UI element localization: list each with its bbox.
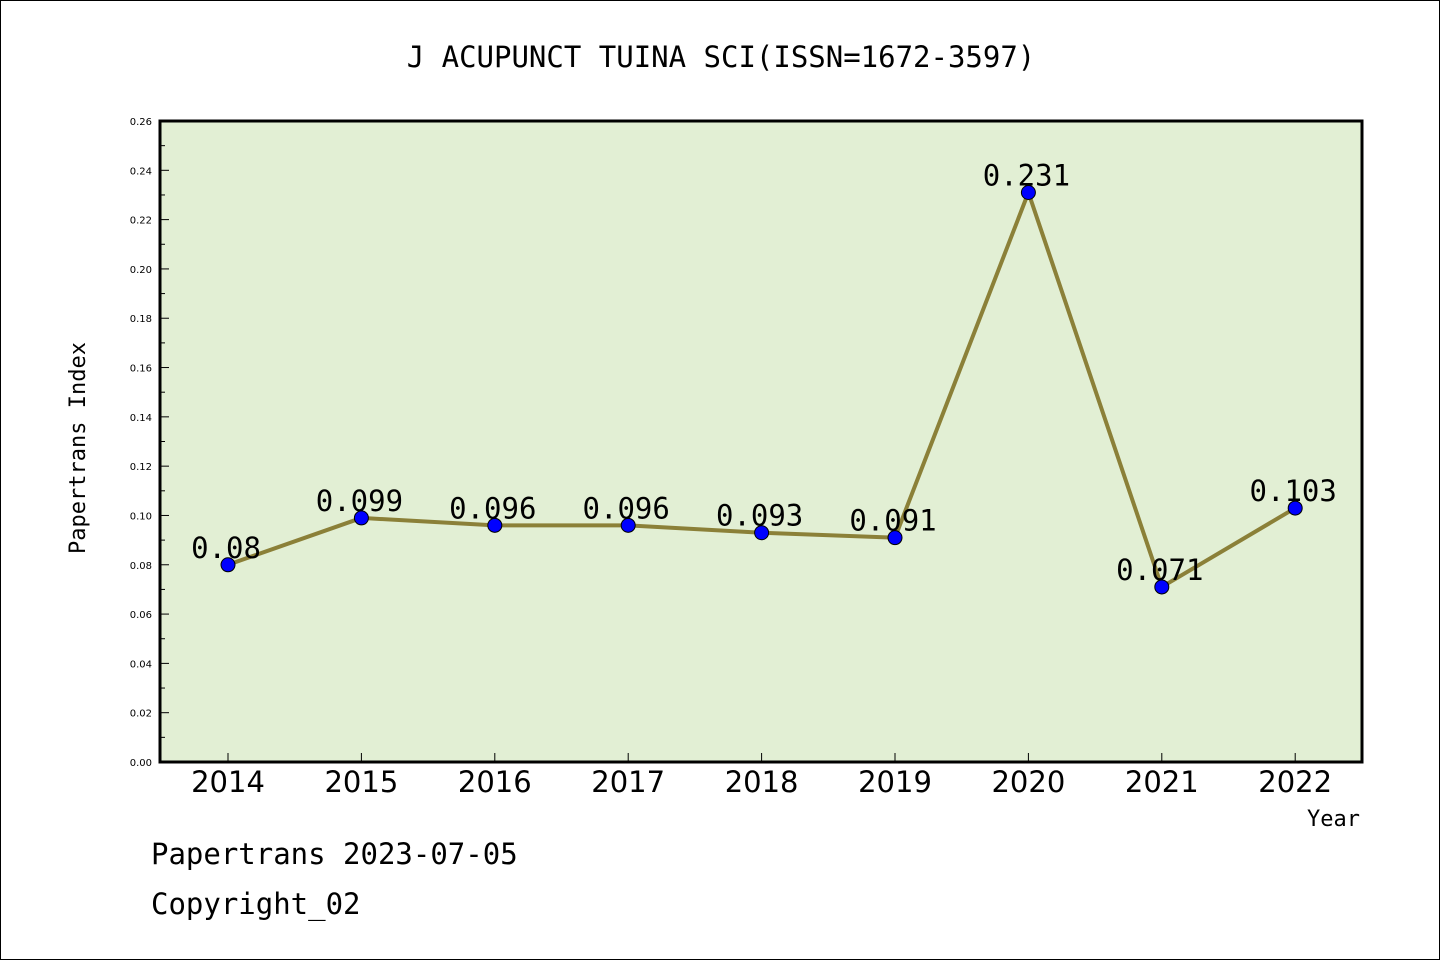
data-label: 0.08 — [191, 531, 261, 565]
y-tick-label: 0.04 — [130, 659, 152, 670]
data-point — [887, 530, 903, 546]
data-label: 0.231 — [983, 158, 1070, 192]
data-point — [1287, 500, 1303, 516]
data-point — [754, 525, 770, 541]
data-point — [620, 517, 636, 533]
y-tick-label: 0.12 — [130, 462, 152, 473]
y-tick-label: 0.00 — [130, 758, 152, 769]
data-markers — [220, 184, 1303, 595]
x-tick-label: 2020 — [991, 765, 1065, 799]
data-label: 0.093 — [716, 499, 803, 533]
footer-date: Papertrans 2023-07-05 — [151, 837, 518, 871]
plot-border — [158, 119, 1364, 764]
data-point — [353, 510, 369, 526]
data-label: 0.096 — [449, 491, 536, 525]
data-point — [1020, 184, 1036, 200]
data-label: 0.091 — [849, 504, 936, 538]
y-tick-label: 0.08 — [130, 561, 152, 572]
y-tick-label: 0.14 — [130, 413, 152, 424]
data-point — [487, 517, 503, 533]
data-point — [220, 557, 236, 573]
data-label: 0.103 — [1250, 474, 1337, 508]
y-axis-ticks: 0.00 0.02 0.04 0.06 0.08 0.10 0.12 0.14 0.16 0.18… — [130, 117, 169, 769]
data-label: 0.099 — [316, 484, 403, 518]
x-tick-label: 2022 — [1258, 765, 1332, 799]
y-tick-label: 0.22 — [130, 216, 152, 227]
x-tick-label: 2016 — [458, 765, 532, 799]
y-tick-label: 0.10 — [130, 511, 152, 522]
x-axis-ticks: 2014 2015 2016 2017 2018 2019 2020 2021 2022 — [191, 753, 1332, 799]
y-tick-label: 0.16 — [130, 364, 152, 375]
x-tick-label: 2014 — [191, 765, 265, 799]
data-labels: 0.08 0.099 0.096 0.096 0.093 0.091 0.231 0.071 0… — [191, 158, 1337, 586]
x-tick-label: 2018 — [725, 765, 799, 799]
y-tick-label: 0.06 — [130, 610, 152, 621]
data-label: 0.096 — [583, 491, 670, 525]
x-tick-label: 2019 — [858, 765, 932, 799]
y-axis-label: Papertrans Index — [66, 342, 91, 554]
data-label: 0.071 — [1116, 553, 1203, 587]
y-tick-label: 0.24 — [130, 166, 152, 177]
y-tick-label: 0.02 — [130, 709, 152, 720]
x-tick-label: 2021 — [1125, 765, 1199, 799]
x-tick-label: 2017 — [591, 765, 665, 799]
data-point — [1154, 579, 1170, 595]
y-tick-label: 0.20 — [130, 265, 152, 276]
y-tick-label: 0.18 — [130, 314, 152, 325]
chart-title: J ACUPUNCT TUINA SCI(ISSN=1672-3597) — [407, 40, 1036, 74]
plot-area — [160, 121, 1362, 762]
x-axis-label: Year — [1307, 807, 1360, 832]
y-tick-label: 0.26 — [130, 117, 152, 128]
footer-copyright: Copyright_02 — [151, 887, 361, 922]
x-tick-label: 2015 — [324, 765, 398, 799]
